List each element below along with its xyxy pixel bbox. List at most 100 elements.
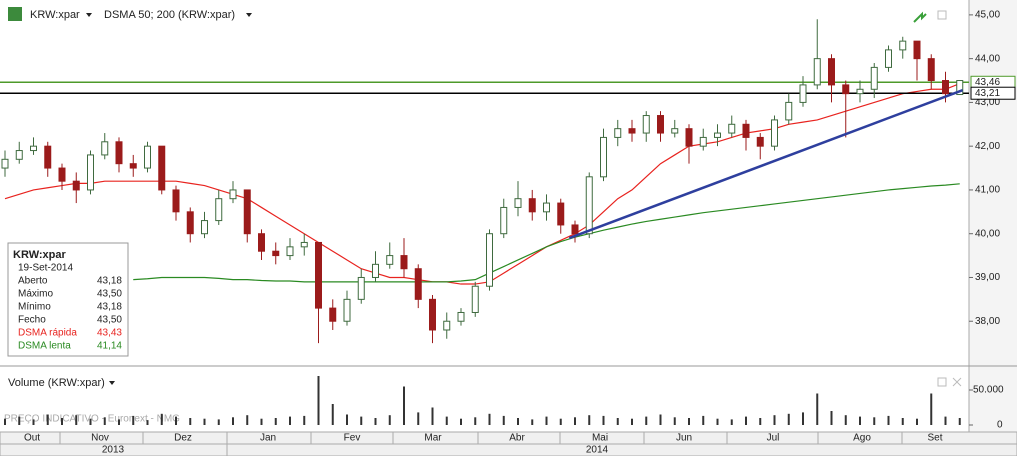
x-tick-label: Set bbox=[927, 433, 942, 444]
volume-bar bbox=[289, 416, 291, 425]
volume-bar bbox=[89, 418, 92, 425]
info-label: Aberto bbox=[18, 276, 48, 287]
candle-body bbox=[742, 123, 750, 138]
volume-bar bbox=[688, 418, 690, 425]
info-label: Máximo bbox=[18, 289, 53, 300]
candle-body bbox=[771, 119, 778, 147]
candle-body bbox=[215, 198, 223, 222]
candle-body bbox=[785, 101, 793, 121]
volume-bar bbox=[645, 416, 648, 425]
candle-body bbox=[714, 132, 721, 138]
legend-label: DSMA lenta bbox=[18, 341, 71, 352]
candle-body bbox=[486, 233, 493, 287]
candle-body bbox=[115, 141, 123, 165]
volume-bar bbox=[873, 417, 876, 425]
volume-bar bbox=[517, 418, 519, 425]
volume-bar bbox=[317, 376, 320, 425]
candle-body bbox=[186, 211, 194, 235]
info-label: Mínimo bbox=[18, 302, 51, 313]
volume-bar bbox=[844, 415, 847, 425]
symbol-label[interactable]: KRW:xpar bbox=[30, 9, 80, 21]
x-tick-label: Dez bbox=[174, 433, 192, 444]
volume-bar bbox=[859, 416, 861, 425]
volume-bar bbox=[132, 415, 135, 425]
y-tick-label: 39,00 bbox=[975, 272, 1000, 283]
volume-bar bbox=[716, 418, 719, 425]
volume-bar bbox=[346, 414, 348, 425]
candle-body bbox=[856, 88, 864, 95]
volume-bar bbox=[730, 419, 733, 425]
x-tick-label: Nov bbox=[91, 433, 109, 444]
candle-body bbox=[899, 40, 907, 51]
candle-body bbox=[614, 128, 622, 138]
candle-body bbox=[286, 246, 294, 257]
candle-body bbox=[229, 189, 237, 200]
symbol-icon bbox=[8, 7, 22, 21]
dropdown-arrow[interactable] bbox=[109, 381, 115, 385]
candle-body bbox=[72, 180, 80, 191]
candle-body bbox=[756, 136, 764, 147]
volume-bar bbox=[574, 417, 576, 425]
x-tick-label: Abr bbox=[509, 433, 525, 444]
candle-body bbox=[642, 115, 650, 134]
dropdown-arrow[interactable] bbox=[246, 13, 252, 17]
volume-tick-label: 0 bbox=[997, 420, 1003, 431]
candle-body bbox=[799, 84, 807, 103]
dropdown-arrow[interactable] bbox=[86, 13, 92, 17]
candle-body bbox=[699, 136, 707, 147]
volume-bar bbox=[802, 412, 804, 425]
volume-bar bbox=[930, 393, 933, 425]
volume-bar bbox=[246, 415, 249, 425]
price-label: 43,46 bbox=[975, 77, 1000, 88]
candle-body bbox=[58, 167, 66, 182]
volume-bar bbox=[445, 416, 448, 425]
candle-body bbox=[357, 276, 365, 300]
volume-bar bbox=[588, 415, 591, 425]
candle-body bbox=[514, 198, 522, 208]
candle-body bbox=[828, 58, 835, 86]
candle-body bbox=[201, 220, 208, 235]
window-button[interactable] bbox=[937, 10, 947, 20]
volume-bar bbox=[46, 414, 49, 425]
trendline bbox=[568, 88, 964, 240]
info-value: 43,50 bbox=[97, 289, 122, 300]
window-button[interactable] bbox=[937, 377, 947, 387]
candle-body bbox=[885, 49, 892, 68]
candle-body bbox=[386, 255, 394, 265]
volume-bar bbox=[488, 413, 491, 425]
indicator-label[interactable]: DSMA 50; 200 (KRW:xpar) bbox=[104, 9, 235, 21]
trend-icon[interactable] bbox=[913, 11, 927, 23]
volume-bar bbox=[916, 418, 918, 425]
volume-bar bbox=[616, 418, 619, 425]
volume-label[interactable]: Volume (KRW:xpar) bbox=[8, 377, 105, 389]
candle-body bbox=[956, 80, 964, 96]
info-value: 43,50 bbox=[97, 315, 122, 326]
x-tick-label: Mai bbox=[592, 433, 608, 444]
volume-bar bbox=[830, 411, 833, 425]
legend-label: DSMA rápida bbox=[18, 328, 77, 339]
candle-body bbox=[543, 202, 550, 213]
x-tick-label: Jun bbox=[676, 433, 692, 444]
sma-line bbox=[133, 183, 960, 283]
candle-body bbox=[1, 158, 9, 169]
y-tick-label: 40,00 bbox=[975, 228, 1000, 239]
candle-body bbox=[315, 241, 322, 309]
x-tick-label: Out bbox=[24, 433, 40, 444]
candle-body bbox=[913, 40, 921, 60]
info-title: KRW:xpar bbox=[13, 249, 66, 261]
info-date: 19-Set-2014 bbox=[18, 263, 73, 274]
volume-bar bbox=[4, 418, 6, 425]
x-tick-label: Mar bbox=[424, 433, 442, 444]
volume-bar bbox=[18, 416, 21, 425]
candle-body bbox=[671, 128, 679, 134]
volume-bar bbox=[659, 414, 662, 425]
close-button[interactable] bbox=[952, 377, 962, 387]
candle-body bbox=[400, 255, 408, 270]
candle-body bbox=[329, 307, 337, 322]
candle-body bbox=[728, 123, 736, 134]
candle-body bbox=[628, 128, 636, 134]
volume-bar bbox=[160, 413, 163, 425]
candle-body bbox=[571, 224, 579, 235]
volume-bar bbox=[702, 415, 705, 425]
y-tick-label: 43,00 bbox=[975, 97, 1000, 108]
